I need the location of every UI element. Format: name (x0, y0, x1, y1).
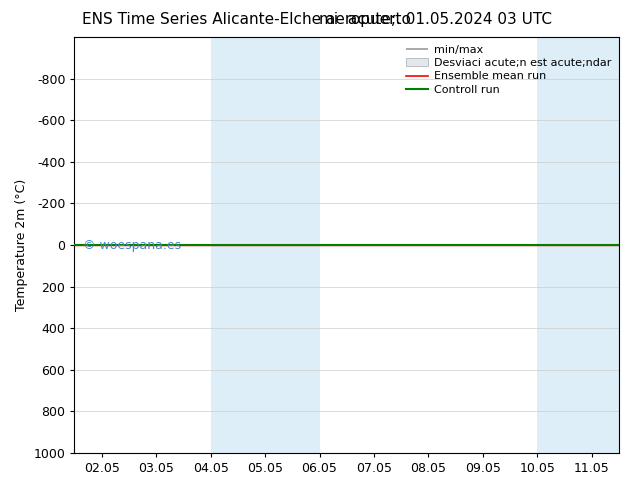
Y-axis label: Temperature 2m (°C): Temperature 2m (°C) (15, 179, 28, 311)
Text: © woespana.es: © woespana.es (82, 239, 181, 251)
Text: mi  acute;. 01.05.2024 03 UTC: mi acute;. 01.05.2024 03 UTC (318, 12, 552, 27)
Bar (210, 37, 320, 453)
Legend: min/max, Desviaci acute;n est acute;ndar, Ensemble mean run, Controll run: min/max, Desviaci acute;n est acute;ndar… (401, 40, 616, 99)
Bar (538, 37, 619, 453)
Text: ENS Time Series Alicante-Elche aeropuerto: ENS Time Series Alicante-Elche aeropuert… (82, 12, 411, 27)
